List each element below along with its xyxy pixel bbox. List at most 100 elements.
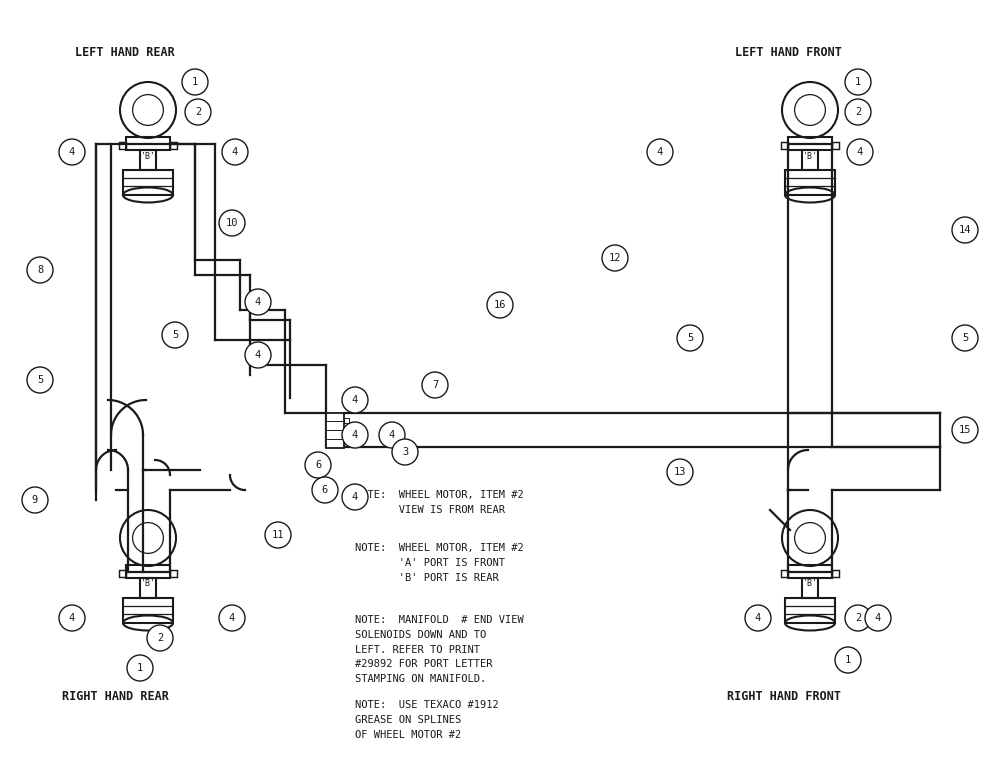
- Circle shape: [219, 210, 245, 236]
- Text: 4: 4: [352, 492, 358, 502]
- Text: 6: 6: [322, 485, 328, 495]
- Circle shape: [667, 459, 693, 485]
- Circle shape: [952, 417, 978, 443]
- Text: 5: 5: [37, 375, 43, 385]
- Text: 4: 4: [69, 147, 75, 157]
- Text: 4: 4: [352, 430, 358, 440]
- Circle shape: [312, 477, 338, 503]
- Text: NOTE:  MANIFOLD  # END VIEW
SOLENOIDS DOWN AND TO
LEFT. REFER TO PRINT
#29892 FO: NOTE: MANIFOLD # END VIEW SOLENOIDS DOWN…: [355, 615, 524, 684]
- Text: 1: 1: [137, 663, 143, 673]
- Bar: [785, 598, 835, 623]
- Text: 'B': 'B': [802, 579, 818, 589]
- Bar: [802, 578, 818, 598]
- Bar: [170, 570, 177, 577]
- Text: NOTE:  USE TEXACO #1912
GREASE ON SPLINES
OF WHEEL MOTOR #2: NOTE: USE TEXACO #1912 GREASE ON SPLINES…: [355, 700, 499, 739]
- Bar: [126, 565, 170, 578]
- Bar: [119, 570, 126, 577]
- Circle shape: [342, 484, 368, 510]
- Bar: [344, 418, 349, 423]
- Circle shape: [59, 605, 85, 631]
- Bar: [140, 150, 156, 170]
- Text: 13: 13: [674, 467, 686, 477]
- Circle shape: [847, 139, 873, 165]
- Text: 15: 15: [959, 425, 971, 435]
- Circle shape: [647, 139, 673, 165]
- Bar: [788, 565, 832, 578]
- Circle shape: [422, 372, 448, 398]
- Text: 'B': 'B': [802, 151, 818, 161]
- Text: 10: 10: [226, 218, 238, 228]
- Text: 2: 2: [157, 633, 163, 643]
- Text: 4: 4: [232, 147, 238, 157]
- Text: 4: 4: [657, 147, 663, 157]
- Text: LEFT HAND REAR: LEFT HAND REAR: [75, 46, 175, 59]
- Bar: [781, 570, 788, 577]
- Bar: [802, 150, 818, 170]
- Bar: [123, 170, 173, 195]
- Circle shape: [22, 487, 48, 513]
- Circle shape: [27, 367, 53, 393]
- Text: 'B': 'B': [140, 579, 156, 589]
- Bar: [785, 170, 835, 195]
- Text: 1: 1: [855, 77, 861, 87]
- Circle shape: [677, 325, 703, 351]
- Bar: [832, 142, 839, 149]
- Text: 4: 4: [755, 613, 761, 623]
- Text: 2: 2: [855, 613, 861, 623]
- Bar: [123, 598, 173, 623]
- Text: 12: 12: [609, 253, 621, 263]
- Text: 5: 5: [687, 333, 693, 343]
- Circle shape: [219, 605, 245, 631]
- Circle shape: [182, 69, 208, 95]
- Text: 2: 2: [195, 107, 201, 117]
- Circle shape: [379, 422, 405, 448]
- Text: 'B': 'B': [140, 151, 156, 161]
- Circle shape: [845, 69, 871, 95]
- Bar: [126, 137, 170, 150]
- Text: 14: 14: [959, 225, 971, 235]
- Circle shape: [392, 439, 418, 465]
- Text: 8: 8: [37, 265, 43, 275]
- Circle shape: [162, 322, 188, 348]
- Circle shape: [845, 605, 871, 631]
- Text: 2: 2: [855, 107, 861, 117]
- Circle shape: [305, 452, 331, 478]
- Text: NOTE:  WHEEL MOTOR, ITEM #2
       VIEW IS FROM REAR: NOTE: WHEEL MOTOR, ITEM #2 VIEW IS FROM …: [355, 490, 524, 515]
- Text: 4: 4: [229, 613, 235, 623]
- Text: LEFT HAND FRONT: LEFT HAND FRONT: [735, 46, 842, 59]
- Bar: [832, 570, 839, 577]
- Bar: [344, 441, 349, 447]
- Text: 4: 4: [875, 613, 881, 623]
- Text: 4: 4: [352, 395, 358, 405]
- Circle shape: [245, 289, 271, 315]
- Text: 1: 1: [845, 655, 851, 665]
- Circle shape: [222, 139, 248, 165]
- Text: 4: 4: [69, 613, 75, 623]
- Text: 9: 9: [32, 495, 38, 505]
- Text: 11: 11: [272, 530, 284, 540]
- Text: 1: 1: [192, 77, 198, 87]
- Text: 4: 4: [389, 430, 395, 440]
- Circle shape: [245, 342, 271, 368]
- Text: 16: 16: [494, 300, 506, 310]
- Circle shape: [59, 139, 85, 165]
- Circle shape: [487, 292, 513, 318]
- Text: RIGHT HAND REAR: RIGHT HAND REAR: [62, 690, 169, 703]
- Text: 3: 3: [402, 447, 408, 457]
- Text: 5: 5: [962, 333, 968, 343]
- Bar: [326, 412, 344, 448]
- Circle shape: [185, 99, 211, 125]
- Text: 7: 7: [432, 380, 438, 390]
- Bar: [170, 142, 177, 149]
- Text: 4: 4: [857, 147, 863, 157]
- Text: NOTE:  WHEEL MOTOR, ITEM #2
       'A' PORT IS FRONT
       'B' PORT IS REAR: NOTE: WHEEL MOTOR, ITEM #2 'A' PORT IS F…: [355, 543, 524, 583]
- Circle shape: [265, 522, 291, 548]
- Circle shape: [342, 387, 368, 413]
- Circle shape: [602, 245, 628, 271]
- Bar: [140, 578, 156, 598]
- Circle shape: [127, 655, 153, 681]
- Bar: [781, 142, 788, 149]
- Bar: [788, 137, 832, 150]
- Circle shape: [745, 605, 771, 631]
- Bar: [344, 430, 349, 434]
